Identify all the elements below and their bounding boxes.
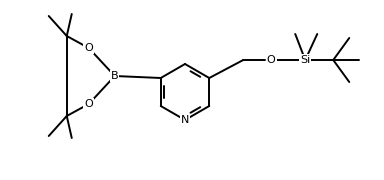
Text: N: N (181, 115, 189, 125)
Text: Si: Si (300, 55, 310, 65)
Text: B: B (111, 71, 119, 81)
Text: O: O (84, 99, 93, 109)
Text: O: O (84, 43, 93, 53)
Text: O: O (267, 55, 276, 65)
